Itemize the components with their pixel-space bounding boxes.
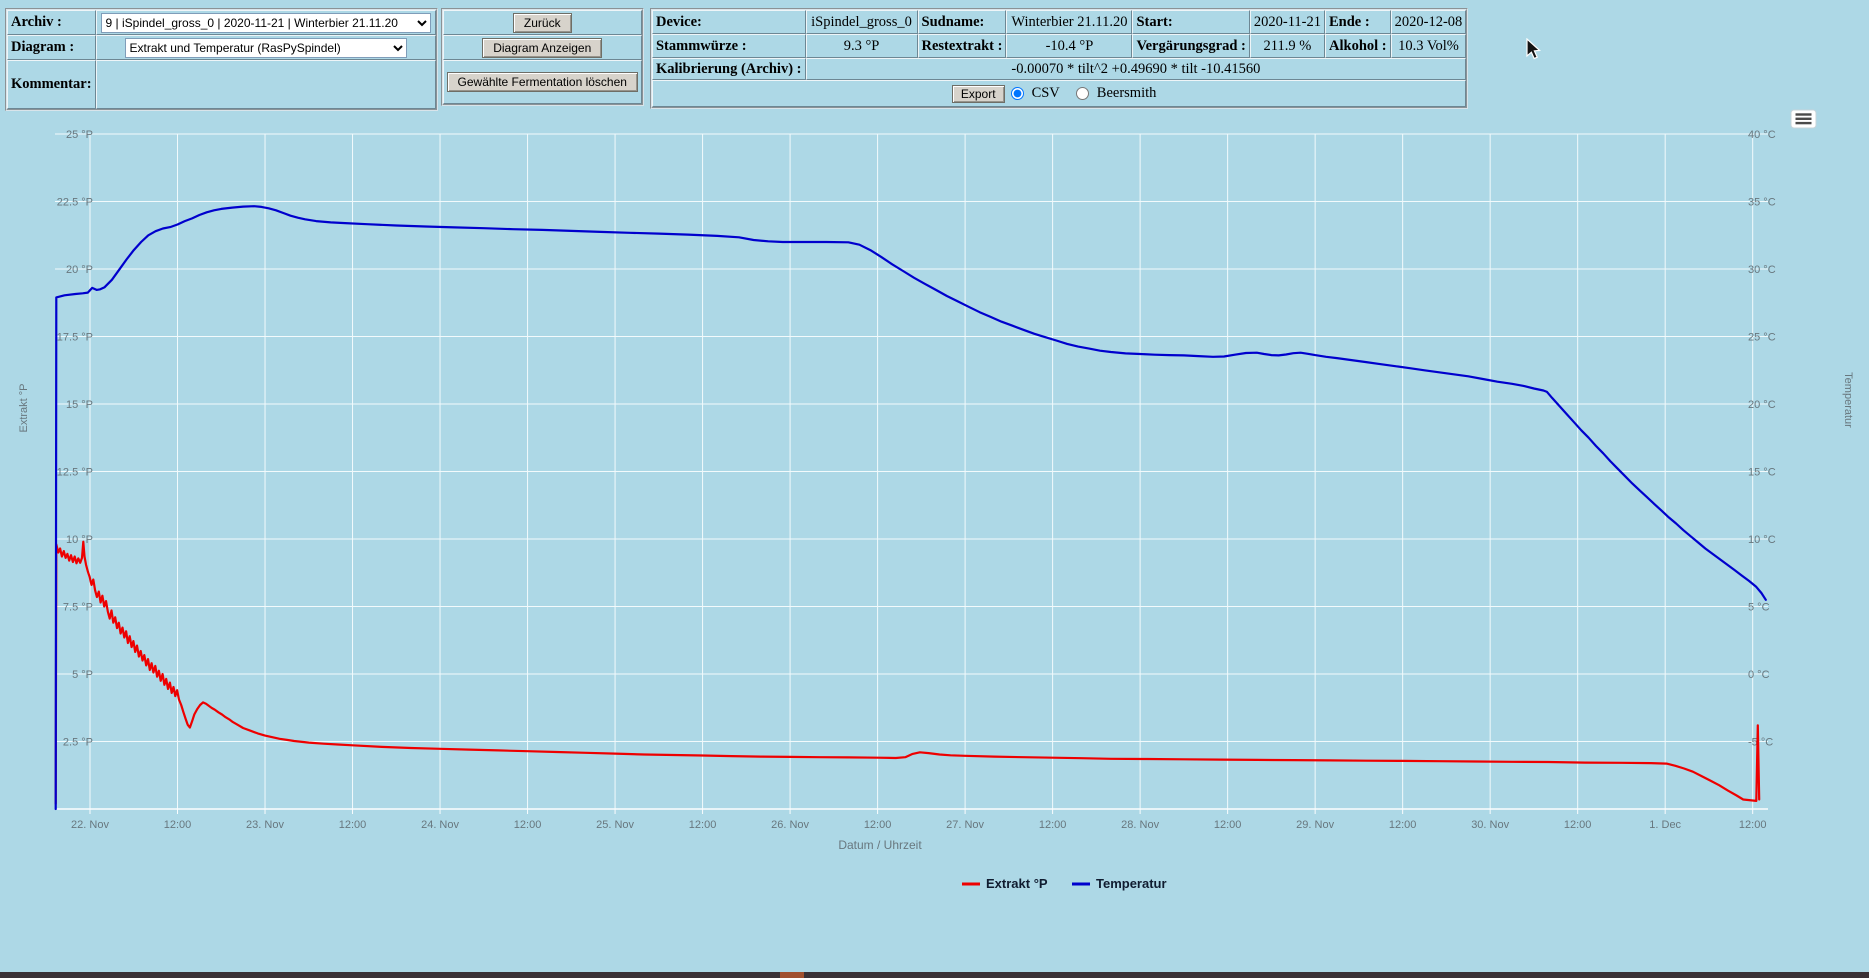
y-left-tick-label: 12.5 °P [57, 467, 93, 479]
x-tick-label: 12:00 [164, 819, 192, 831]
temperaturseries[interactable] [54, 205, 1767, 811]
mouse-cursor [1526, 38, 1542, 60]
y-right-axis-title: Temperatur [1842, 372, 1854, 428]
y-right-tick-label: 40 °C [1748, 129, 1776, 141]
x-tick-label: 12:00 [1389, 819, 1417, 831]
x-axis-title: Datum / Uhrzeit [838, 838, 922, 852]
x-tick-label: 30. Nov [1471, 819, 1509, 831]
device-value: iSpindel_gross_0 [805, 10, 918, 34]
kalibrierung-value: -0.00070 * tilt^2 +0.49690 * tilt -10.41… [805, 58, 1467, 80]
vergaerungsgrad-label: Vergärungsgrad : [1132, 34, 1250, 58]
export-row: Export CSV Beersmith [656, 84, 1462, 103]
x-tick-label: 24. Nov [421, 819, 459, 831]
y-right-tick-label: -5 °C [1748, 737, 1773, 749]
x-tick-label: 28. Nov [1121, 819, 1159, 831]
x-tick-label: 22. Nov [71, 819, 109, 831]
y-left-tick-label: 20 °P [66, 264, 93, 276]
y-left-tick-label: 5 °P [72, 669, 93, 681]
alkohol-label: Alkohol : [1325, 34, 1391, 58]
x-tick-label: 12:00 [864, 819, 892, 831]
y-left-tick-label: 17.5 °P [57, 332, 93, 344]
delete-fermentation-button[interactable]: Gewählte Fermentation löschen [446, 72, 638, 92]
x-tick-label: 26. Nov [771, 819, 809, 831]
diagram-select[interactable]: Extrakt und Temperatur (RasPySpindel) [124, 37, 407, 58]
y-left-axis-title: Extrakt °P [18, 383, 30, 432]
archive-selection-table: Archiv : 9 | iSpindel_gross_0 | 2020-11-… [5, 8, 438, 111]
kalibrierung-label: Kalibrierung (Archiv) : [651, 58, 806, 80]
chart-menu-button[interactable] [1790, 109, 1817, 129]
y-left-tick-label: 10 °P [66, 534, 93, 546]
extrakt-pseries[interactable] [54, 540, 1761, 805]
ende-value: 2020-12-08 [1390, 10, 1467, 34]
y-right-tick-label: 35 °C [1748, 197, 1776, 209]
action-buttons-table: Zurück Diagram Anzeigen Gewählte Ferment… [440, 8, 644, 106]
csv-radio-label: CSV [1031, 85, 1060, 101]
x-tick-label: 27. Nov [946, 819, 984, 831]
x-tick-label: 12:00 [1214, 819, 1242, 831]
kommentar-input[interactable] [100, 61, 431, 103]
csv-radio[interactable] [1010, 87, 1024, 100]
y-right-tick-label: 30 °C [1748, 264, 1776, 276]
restextrakt-label: Restextrakt : [917, 34, 1007, 58]
archiv-select[interactable]: 9 | iSpindel_gross_0 | 2020-11-21 | Wint… [100, 12, 431, 33]
fermentation-info-table: Device: iSpindel_gross_0 Sudname: Winter… [649, 8, 1469, 109]
diagram-anzeigen-button[interactable]: Diagram Anzeigen [482, 37, 603, 58]
bottom-bar [0, 972, 1869, 978]
y-left-tick-label: 7.5 °P [63, 602, 93, 614]
y-left-tick-label: 25 °P [66, 129, 93, 141]
export-button[interactable]: Export [951, 84, 1005, 103]
sudname-label: Sudname: [917, 10, 1007, 34]
beersmith-radio-label: Beersmith [1096, 85, 1157, 101]
x-tick-label: 12:00 [1564, 819, 1592, 831]
beersmith-radio[interactable] [1075, 87, 1089, 100]
x-tick-label: 12:00 [339, 819, 367, 831]
y-left-tick-label: 2.5 °P [63, 737, 93, 749]
restextrakt-value: -10.4 °P [1006, 34, 1133, 58]
stammwuerze-value: 9.3 °P [805, 34, 918, 58]
x-tick-label: 23. Nov [246, 819, 284, 831]
y-right-tick-label: 0 °C [1748, 669, 1770, 681]
x-tick-label: 12:00 [689, 819, 717, 831]
alkohol-value: 10.3 Vol% [1390, 34, 1467, 58]
x-tick-label: 12:00 [1039, 819, 1067, 831]
archiv-label: Archiv : [7, 10, 96, 35]
diagram-label: Diagram : [7, 35, 96, 60]
device-label: Device: [651, 10, 806, 34]
y-right-tick-label: 15 °C [1748, 467, 1776, 479]
y-left-tick-label: 15 °P [66, 399, 93, 411]
y-left-tick-label: 22.5 °P [57, 197, 93, 209]
zurueck-button[interactable]: Zurück [512, 12, 572, 33]
legend-item[interactable]: Temperatur [1096, 876, 1167, 891]
legend-item[interactable]: Extrakt °P [986, 876, 1048, 891]
start-label: Start: [1132, 10, 1250, 34]
x-tick-label: 12:00 [514, 819, 542, 831]
vergaerungsgrad-value: 211.9 % [1249, 34, 1325, 58]
ende-label: Ende : [1325, 10, 1391, 34]
start-value: 2020-11-21 [1249, 10, 1325, 34]
x-tick-label: 12:00 [1739, 819, 1767, 831]
y-right-tick-label: 10 °C [1748, 534, 1776, 546]
x-tick-label: 25. Nov [596, 819, 634, 831]
sudname-value: Winterbier 21.11.20 [1006, 10, 1133, 34]
y-right-tick-label: 20 °C [1748, 399, 1776, 411]
control-panel: Archiv : 9 | iSpindel_gross_0 | 2020-11-… [5, 8, 1469, 111]
x-tick-label: 1. Dec [1649, 819, 1681, 831]
kommentar-label: Kommentar: [7, 60, 96, 109]
y-right-tick-label: 25 °C [1748, 332, 1776, 344]
stammwuerze-label: Stammwürze : [651, 34, 806, 58]
y-right-tick-label: 5 °C [1748, 602, 1770, 614]
bottom-bar-accent [780, 972, 804, 978]
x-tick-label: 29. Nov [1296, 819, 1334, 831]
